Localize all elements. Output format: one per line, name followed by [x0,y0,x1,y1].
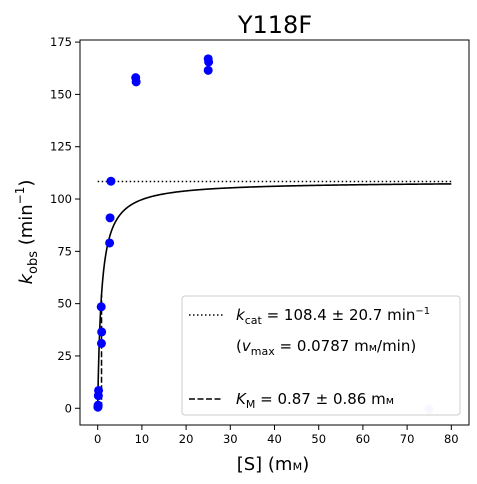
legend-km-label: KM = 0.87 ± 0.86 mм [236,390,394,411]
y-tick-label: 50 [57,297,72,311]
x-tick-label: 10 [135,432,150,446]
y-tick-label: 25 [57,349,72,363]
y-tick-label: 75 [57,244,72,258]
x-tick-label: 20 [179,432,194,446]
x-tick-label: 70 [400,432,415,446]
x-tick-label: 80 [444,432,459,446]
x-tick-label: 0 [94,432,101,446]
y-tick-label: 125 [50,140,72,154]
legend: kcat = 108.4 ± 20.7 min−1 (vmax = 0.0787… [181,295,461,416]
data-point [105,238,115,248]
x-axis-label: [S] (mм) [237,454,310,475]
legend-vmax-label: (vmax = 0.0787 mм/min) [236,337,416,358]
y-tick-label: 0 [65,401,72,415]
y-tick-label: 175 [50,35,72,49]
data-point [203,65,213,75]
data-point [94,385,104,395]
data-point [106,176,116,186]
x-tick-label: 50 [311,432,326,446]
data-point [105,213,115,223]
x-tick-label: 60 [356,432,371,446]
data-point [93,400,103,410]
y-tick-label: 150 [50,87,72,101]
y-axis-label: kobs (min−1) [13,180,41,285]
legend-box [181,295,461,416]
x-tick-label: 40 [267,432,282,446]
legend-kcat-label: kcat = 108.4 ± 20.7 min−1 [236,306,430,327]
data-point [204,57,214,67]
data-point [96,338,106,348]
data-point [96,302,106,312]
y-tick-label: 100 [50,192,72,206]
x-tick-label: 30 [223,432,238,446]
data-point [97,327,107,337]
chart-title: Y118F [237,11,312,39]
data-point [131,77,141,87]
